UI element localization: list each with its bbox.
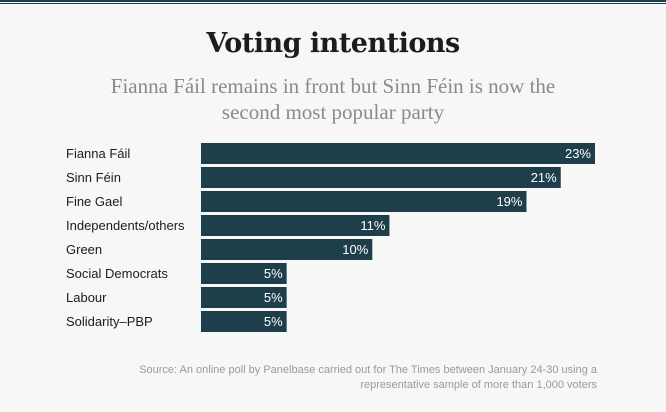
category-label: Labour bbox=[66, 290, 107, 305]
value-label: 5% bbox=[264, 266, 283, 281]
value-label: 23% bbox=[565, 146, 591, 161]
category-label: Sinn Féin bbox=[66, 170, 121, 185]
value-label: 10% bbox=[342, 242, 368, 257]
category-label: Solidarity–PBP bbox=[66, 314, 153, 329]
value-label: 11% bbox=[360, 218, 385, 233]
source-note: Source: An online poll by Panelbase carr… bbox=[139, 364, 597, 391]
value-label: 5% bbox=[264, 314, 283, 329]
value-label: 21% bbox=[531, 170, 557, 185]
bar bbox=[201, 311, 287, 332]
value-label: 19% bbox=[496, 194, 522, 209]
bar bbox=[201, 239, 373, 260]
category-label: Social Democrats bbox=[66, 266, 168, 281]
top-rule bbox=[0, 0, 666, 4]
category-label: Fianna Fáil bbox=[66, 146, 130, 161]
category-label: Fine Gael bbox=[66, 194, 122, 209]
bar bbox=[201, 215, 390, 236]
value-label: 5% bbox=[264, 290, 283, 305]
category-label: Green bbox=[66, 242, 102, 257]
bar bbox=[201, 191, 527, 212]
chart-subtitle: Fianna Fáil remains in front but Sinn Fé… bbox=[110, 74, 556, 124]
bar bbox=[201, 167, 561, 188]
chart-title: Voting intentions bbox=[206, 28, 460, 59]
bar bbox=[201, 263, 287, 284]
bar bbox=[201, 143, 595, 164]
bar bbox=[201, 287, 287, 308]
category-label: Independents/others bbox=[66, 218, 185, 233]
